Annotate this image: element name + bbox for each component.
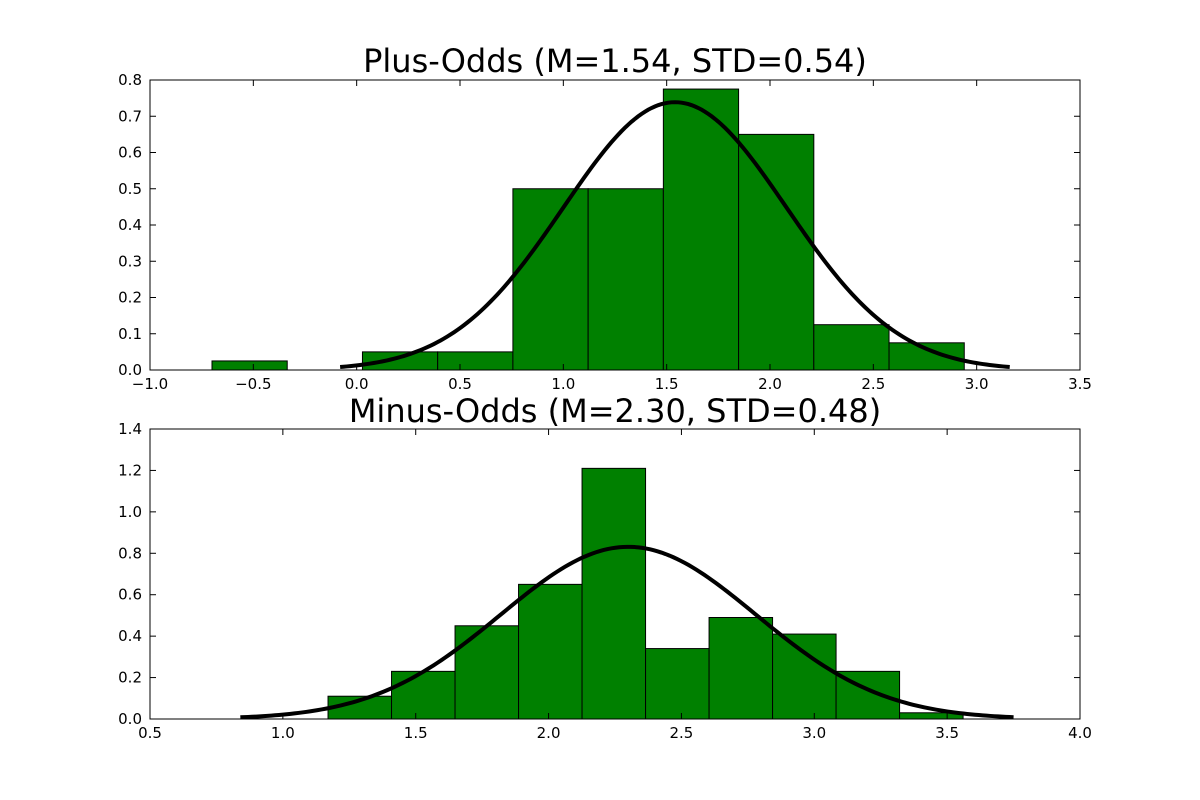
minus-odds-ytick-label-7: 1.4 [118, 420, 142, 438]
plus-odds-bar-4 [512, 188, 589, 371]
plus-odds-xtick-label-7: 2.5 [861, 375, 885, 393]
minus-odds-x-axis: 0.5 1.0 1.5 2.0 2.5 3.0 3.5 4.0 [138, 429, 1092, 742]
minus-odds-xtick-label-6: 3.5 [935, 724, 959, 742]
minus-odds-xtick-label-2: 1.5 [404, 724, 428, 742]
plus-odds-xtick-label-0: −1.0 [132, 375, 168, 393]
minus-odds-y-axis: 0.0 0.2 0.4 0.6 0.8 1.0 1.2 1.4 [118, 420, 1080, 728]
minus-odds-xtick-label-7: 4.0 [1068, 724, 1092, 742]
minus-odds-bar-6 [708, 617, 774, 720]
minus-odds-ytick-label-0: 0.0 [118, 710, 142, 728]
minus-odds-ytick-label-4: 0.8 [118, 544, 142, 562]
minus-odds-bar-1 [391, 670, 456, 720]
minus-odds-bar-7 [772, 633, 837, 720]
minus-odds-bar-3 [518, 583, 583, 720]
minus-odds-xtick-label-5: 3.0 [802, 724, 826, 742]
minus-odds-ytick-label-5: 1.0 [118, 503, 142, 521]
plus-odds-x-axis: −1.0 −0.5 0.0 0.5 1.0 1.5 2.0 2.5 3.0 3.5 [132, 80, 1092, 393]
plus-odds-bar-2 [361, 351, 439, 371]
plus-odds-bar-3 [437, 351, 514, 371]
plus-odds-ytick-label-2: 0.2 [118, 289, 142, 307]
minus-odds-xtick-label-3: 2.0 [537, 724, 561, 742]
plus-odds-xtick-label-4: 1.0 [551, 375, 575, 393]
minus-odds-xtick-label-1: 1.0 [271, 724, 295, 742]
plus-odds-xtick-label-2: 0.0 [345, 375, 369, 393]
plus-odds-ytick-label-0: 0.0 [118, 361, 142, 379]
plus-odds-ytick-label-3: 0.3 [118, 252, 142, 270]
minus-odds-ytick-label-3: 0.6 [118, 586, 142, 604]
plus-odds-ytick-label-4: 0.4 [118, 216, 142, 234]
plus-odds-xtick-label-8: 3.0 [965, 375, 989, 393]
plus-odds-xtick-label-6: 2.0 [758, 375, 782, 393]
plus-odds-xtick-label-5: 1.5 [655, 375, 679, 393]
minus-odds-normal-curve [240, 544, 1014, 720]
plus-odds-normal-curve [339, 100, 1010, 370]
plus-odds-bar-8 [813, 324, 890, 371]
minus-odds-ytick-label-1: 0.2 [118, 669, 142, 687]
plus-odds-title: Plus-Odds (M=1.54, STD=0.54) [363, 42, 867, 80]
plus-odds-xtick-label-1: −0.5 [235, 375, 271, 393]
minus-odds-axes-frame [149, 428, 1081, 720]
minus-odds-panel: Minus-Odds (M=2.30, STD=0.48) 0.5 1.0 1.5 2… [118, 392, 1092, 742]
plus-odds-ytick-label-6: 0.6 [118, 144, 142, 162]
plus-odds-ytick-label-7: 0.7 [118, 107, 142, 125]
minus-odds-xtick-label-4: 2.5 [669, 724, 693, 742]
plus-odds-panel: Plus-Odds (M=1.54, STD=0.54) −1.0 −0.5 0.0… [118, 42, 1092, 393]
minus-odds-bar-5 [645, 648, 710, 720]
plus-odds-bar-6 [662, 88, 740, 371]
plus-odds-ytick-label-8: 0.8 [118, 71, 142, 89]
plus-odds-xtick-label-9: 3.5 [1068, 375, 1092, 393]
minus-odds-ytick-label-2: 0.4 [118, 627, 142, 645]
minus-odds-bar-2 [454, 625, 520, 720]
plus-odds-xtick-label-3: 0.5 [448, 375, 472, 393]
minus-odds-ytick-label-6: 1.2 [118, 461, 142, 479]
plus-odds-ytick-label-1: 0.1 [118, 325, 142, 343]
minus-odds-bar-4 [581, 467, 647, 720]
plus-odds-bar-7 [738, 133, 815, 371]
minus-odds-xtick-label-0: 0.5 [138, 724, 162, 742]
minus-odds-bars [327, 467, 964, 720]
plus-odds-y-axis: 0.0 0.1 0.2 0.3 0.4 0.5 0.6 0.7 0.8 [118, 71, 1080, 379]
minus-odds-title: Minus-Odds (M=2.30, STD=0.48) [349, 392, 881, 430]
plus-odds-ytick-label-5: 0.5 [118, 180, 142, 198]
plus-odds-bar-0 [211, 360, 288, 371]
plus-odds-bar-5 [587, 188, 664, 371]
